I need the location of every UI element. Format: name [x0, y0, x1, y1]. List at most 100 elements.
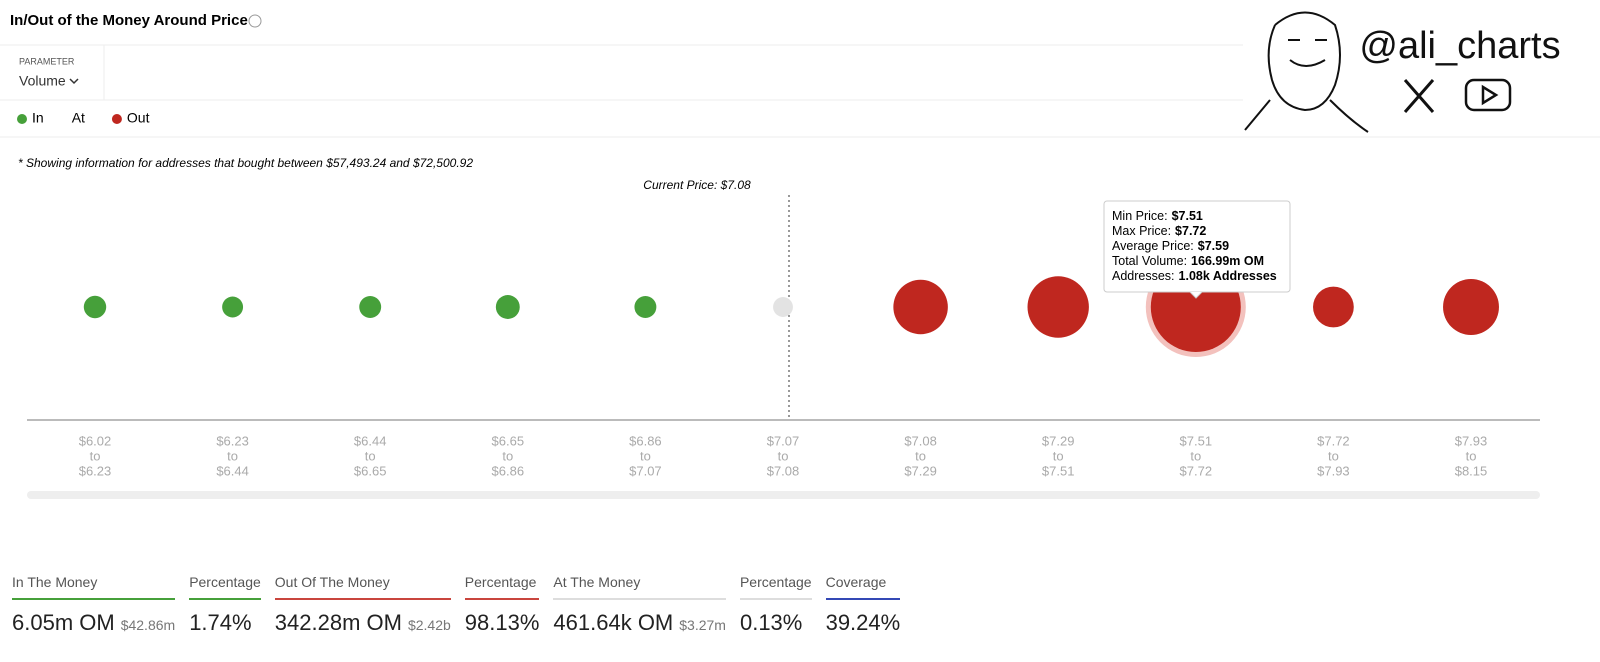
legend-label: Out — [127, 110, 150, 126]
x-tick-label: $7.72 — [1317, 433, 1350, 448]
summary-item: Percentage 1.74% — [189, 574, 261, 636]
x-tick-label: to — [1053, 448, 1064, 463]
summary-value: 39.24% — [826, 610, 901, 636]
tooltip-label: Average Price: — [1112, 239, 1194, 253]
x-tick-label: $7.08 — [767, 463, 800, 478]
x-tick-label: $6.02 — [79, 433, 112, 448]
summary-item: Percentage 0.13% — [739, 574, 812, 636]
x-tick-label: to — [1190, 448, 1201, 463]
chart: In/Out of the Money Around Price PARAMET… — [0, 0, 1600, 499]
summary-label: Coverage — [825, 574, 901, 600]
watermark: @ali_charts — [1243, 0, 1600, 135]
summary-item: Percentage 98.13% — [464, 574, 540, 636]
tooltip-row: Max Price: $7.72 — [1112, 224, 1206, 238]
bubble — [893, 279, 948, 335]
summary-item: Coverage 39.24% — [825, 574, 901, 636]
x-tick-label: $7.51 — [1180, 433, 1213, 448]
summary-number: 1.74% — [189, 610, 252, 635]
parameter-label: PARAMETER — [19, 56, 75, 66]
summary-value: 6.05m OM $42.86m — [12, 610, 175, 636]
bubble — [634, 296, 657, 318]
handle: @ali_charts — [1359, 25, 1560, 67]
bubble — [1313, 286, 1354, 328]
summary-item: At The Money 461.64k OM $3.27m — [553, 574, 726, 636]
summary-sub: $42.86m — [120, 617, 176, 633]
x-tick-label: $6.23 — [216, 433, 249, 448]
x-tick-label: $6.86 — [492, 463, 525, 478]
x-tick-label: $7.07 — [767, 433, 800, 448]
summary-number: 0.13% — [739, 610, 803, 635]
tooltip-label: Max Price: — [1112, 224, 1171, 238]
summary-label: Out Of The Money — [274, 574, 451, 600]
legend-label: In — [32, 110, 44, 126]
tooltip-value: $7.51 — [1172, 209, 1203, 223]
bubble — [222, 296, 244, 318]
x-tick-label: to — [778, 448, 789, 463]
summary-number: 39.24% — [825, 610, 901, 635]
summary-label: Percentage — [464, 574, 540, 600]
summary-value: 461.64k OM $3.27m — [553, 610, 726, 636]
annotation: Current Price: $7.08 — [643, 178, 751, 192]
x-tick-label: $7.51 — [1042, 463, 1075, 478]
summary-sub: $3.27m — [679, 617, 726, 633]
x-tick-label: to — [640, 448, 651, 463]
x-tick-label: $6.23 — [79, 463, 112, 478]
summary-label: Percentage — [189, 574, 261, 600]
tooltip-row: Addresses: 1.08k Addresses — [1112, 269, 1277, 283]
tooltip-label: Addresses: — [1112, 269, 1175, 283]
tooltip-value: 1.08k Addresses — [1179, 269, 1277, 283]
summary-value: 98.13% — [465, 610, 540, 636]
scrollbar[interactable] — [27, 491, 1540, 499]
tooltip-value: $7.72 — [1175, 224, 1206, 238]
summary-item: In The Money 6.05m OM $42.86m — [12, 574, 176, 636]
x-tick-label: to — [365, 448, 376, 463]
x-tick-label: to — [1466, 448, 1477, 463]
help-icon[interactable] — [248, 14, 262, 28]
x-tick-label: $7.29 — [1042, 433, 1075, 448]
summary-number: 342.28m OM — [274, 610, 402, 635]
summary-value: 0.13% — [740, 610, 812, 636]
summary-number: 6.05m OM — [12, 610, 115, 635]
x-tick-label: $7.93 — [1455, 433, 1488, 448]
x-tick-label: $8.15 — [1455, 463, 1488, 478]
x-tick-label: to — [227, 448, 238, 463]
summary-sub: $2.42b — [407, 617, 451, 633]
summary-value: 1.74% — [189, 610, 261, 636]
bubble — [1443, 279, 1499, 335]
x-tick-label: $7.07 — [629, 463, 662, 478]
x-tick-label: $6.65 — [354, 463, 387, 478]
x-tick-label: $7.29 — [904, 463, 937, 478]
summary-number: 461.64k OM — [553, 610, 674, 635]
bubble — [773, 297, 793, 317]
x-tick-label: $7.93 — [1317, 463, 1350, 478]
x-tick-label: $6.44 — [216, 463, 249, 478]
x-tick-label: to — [502, 448, 513, 463]
summary-label: At The Money — [553, 574, 726, 600]
tooltip-label: Min Price: — [1112, 209, 1168, 223]
x-tick-label: $6.44 — [354, 433, 387, 448]
note: * Showing information for addresses that… — [18, 156, 473, 170]
bubble — [83, 295, 107, 319]
bubble — [495, 295, 520, 319]
tooltip-arrow — [1189, 291, 1203, 299]
x-tick-label: to — [1328, 448, 1339, 463]
x-tick-label: $7.08 — [904, 433, 937, 448]
summary-label: Percentage — [739, 574, 812, 600]
x-tick-label: to — [90, 448, 101, 463]
dropdown-icon[interactable] — [69, 78, 79, 85]
tooltip-value: $7.59 — [1198, 239, 1229, 253]
legend-label: At — [72, 110, 85, 126]
parameter-select[interactable]: Volume — [19, 73, 66, 89]
bubble — [1027, 276, 1089, 338]
x-tick-label: $6.65 — [492, 433, 525, 448]
x-tick-label: $6.86 — [629, 433, 662, 448]
bubble — [359, 296, 382, 318]
legend-dot — [17, 114, 27, 124]
tooltip-row: Min Price: $7.51 — [1112, 209, 1203, 223]
tooltip-row: Total Volume: 166.99m OM — [1112, 254, 1264, 268]
legend-dot — [111, 114, 122, 124]
tooltip-label: Total Volume: — [1112, 254, 1187, 268]
tooltip-row: Average Price: $7.59 — [1112, 239, 1229, 253]
summary-number: 98.13% — [464, 610, 540, 635]
